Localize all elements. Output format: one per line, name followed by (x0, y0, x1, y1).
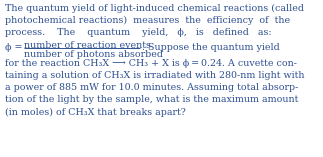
Text: photochemical reactions)  measures  the  efficiency  of  the: photochemical reactions) measures the ef… (5, 16, 290, 25)
Text: a power of 885 mW for 10.0 minutes. Assuming total absorp-: a power of 885 mW for 10.0 minutes. Assu… (5, 83, 298, 92)
Text: for the reaction CH₃X ⟶ CH₃ + X is ϕ = 0.24. A cuvette con-: for the reaction CH₃X ⟶ CH₃ + X is ϕ = 0… (5, 59, 297, 68)
Text: tion of the light by the sample, what is the maximum amount: tion of the light by the sample, what is… (5, 95, 298, 104)
Text: ϕ =: ϕ = (5, 43, 23, 52)
Text: number of reaction events: number of reaction events (24, 41, 151, 50)
Text: process.    The    quantum    yield,   ϕ,   is   defined   as:: process. The quantum yield, ϕ, is define… (5, 28, 272, 37)
Text: The quantum yield of light-induced chemical reactions (called: The quantum yield of light-induced chemi… (5, 4, 304, 13)
Text: . Suppose the quantum yield: . Suppose the quantum yield (142, 43, 280, 52)
Text: number of photons absorbed: number of photons absorbed (24, 50, 163, 59)
Text: (in moles) of CH₃X that breaks apart?: (in moles) of CH₃X that breaks apart? (5, 107, 186, 116)
Text: taining a solution of CH₃X is irradiated with 280-nm light with: taining a solution of CH₃X is irradiated… (5, 71, 305, 80)
